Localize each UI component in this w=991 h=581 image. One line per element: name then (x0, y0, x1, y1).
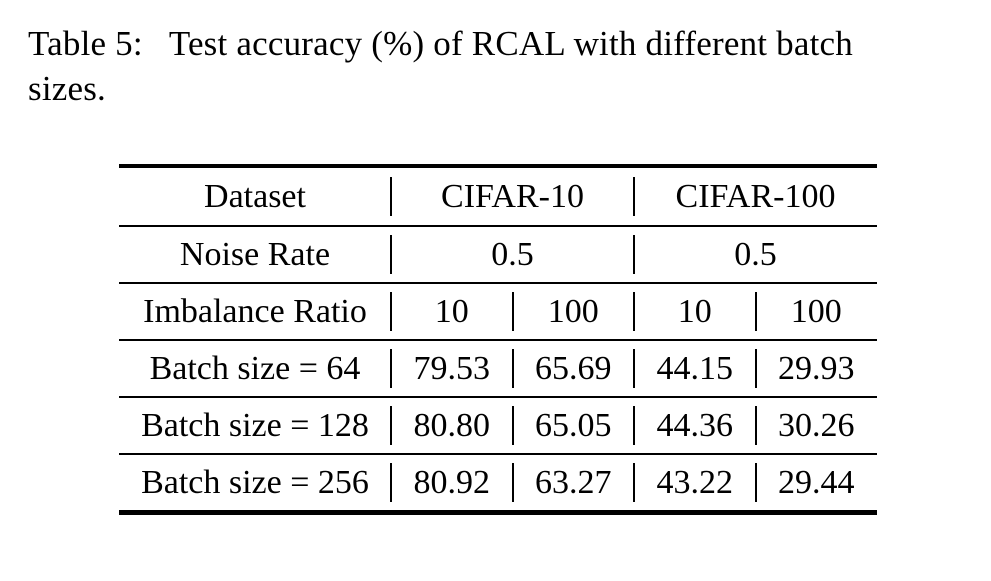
value-cell: 30.26 (754, 396, 878, 453)
value-cell: 44.15 (633, 339, 756, 396)
value-cell: 100 (511, 282, 635, 339)
row-label-cell: Noise Rate (119, 225, 391, 282)
value-cell: 100 (754, 282, 878, 339)
value-cell: 0.5 (389, 225, 635, 282)
value-cell: 79.53 (390, 339, 513, 396)
value-cell: 80.80 (390, 396, 513, 453)
value-cell: 10 (633, 282, 756, 339)
value-cell: 29.44 (754, 453, 878, 510)
row-label-cell: Batch size = 256 (119, 453, 391, 510)
table-row-dataset: Dataset CIFAR-10 CIFAR-100 (119, 168, 877, 225)
value-cell: 43.22 (633, 453, 756, 510)
value-cell: 0.5 (633, 225, 878, 282)
table-row-batch-256: Batch size = 256 80.92 63.27 43.22 29.44 (119, 453, 878, 510)
value-cell: 80.92 (390, 453, 513, 510)
value-cell-cifar10: CIFAR-10 (389, 168, 634, 225)
table-row-batch-64: Batch size = 64 79.53 65.69 44.15 29.93 (119, 339, 878, 396)
table-row-imbalance-ratio: Imbalance Ratio 10 100 10 100 (119, 282, 878, 339)
page: { "caption": { "label": "Table 5:", "lin… (0, 21, 991, 581)
row-label-cell: Dataset (204, 177, 306, 215)
value-cell: 10 (390, 282, 513, 339)
value-cell: 65.05 (511, 396, 635, 453)
value-cell: 65.69 (511, 339, 635, 396)
caption-label: Table 5: (28, 24, 143, 63)
table-caption: Table 5: Test accuracy (%) of RCAL with d… (28, 21, 971, 111)
row-label-cell: Imbalance Ratio (119, 282, 391, 339)
value-cell: 44.36 (633, 396, 756, 453)
table-row-batch-128: Batch size = 128 80.80 65.05 44.36 30.26 (119, 396, 878, 453)
row-label-cell: Batch size = 64 (119, 339, 391, 396)
caption-line-1-text: Test accuracy (%) of RCAL with different… (168, 24, 853, 63)
row-label-cell: Batch size = 128 (119, 396, 391, 453)
caption-line-2: sizes. (28, 69, 106, 108)
value-cell: 29.93 (754, 339, 878, 396)
value-cell-cifar100: CIFAR-100 (633, 168, 877, 225)
caption-line-1: Table 5: Test accuracy (%) of RCAL with d… (28, 21, 971, 66)
table-row-noise-rate: Noise Rate 0.5 0.5 (119, 225, 878, 282)
value-cell: 63.27 (511, 453, 635, 510)
results-table: Dataset CIFAR-10 CIFAR-100 Noise Rate 0.… (119, 164, 878, 515)
table-figure: Table 5: Test accuracy (%) of RCAL with d… (0, 21, 991, 515)
